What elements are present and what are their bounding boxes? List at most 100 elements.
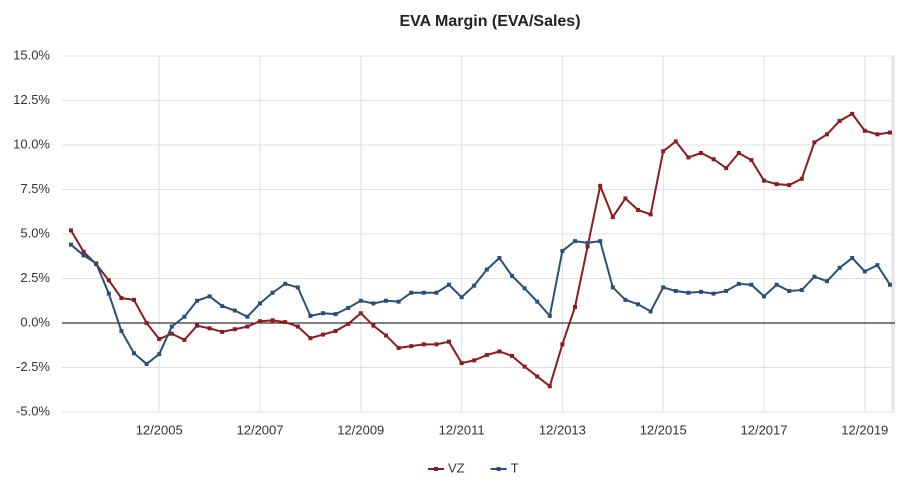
- point-marker: [787, 183, 792, 188]
- point-marker: [749, 158, 754, 163]
- point-marker: [585, 244, 590, 249]
- point-marker: [333, 312, 338, 317]
- point-marker: [295, 324, 300, 329]
- point-marker: [195, 298, 199, 303]
- point-marker: [812, 274, 817, 279]
- point-marker: [762, 294, 766, 299]
- point-marker: [358, 311, 363, 316]
- x-tick-label: 12/2005: [136, 422, 183, 437]
- point-marker: [875, 263, 880, 268]
- point-marker: [119, 296, 124, 301]
- legend-item: T: [490, 460, 519, 475]
- y-tick-label: 12.5%: [13, 92, 50, 107]
- legend-marker: [496, 467, 501, 471]
- legend-marker: [434, 467, 438, 471]
- point-marker: [862, 269, 867, 274]
- point-marker: [421, 290, 426, 295]
- point-marker: [661, 149, 666, 154]
- y-tick-label: 15.0%: [13, 47, 50, 62]
- point-marker: [825, 132, 829, 137]
- point-marker: [371, 323, 376, 328]
- point-marker: [245, 314, 250, 319]
- point-marker: [132, 351, 136, 356]
- point-marker: [736, 151, 741, 156]
- point-marker: [736, 281, 741, 286]
- y-tick-label: 2.5%: [20, 270, 50, 285]
- point-marker: [888, 130, 892, 135]
- point-marker: [799, 176, 804, 181]
- point-marker: [283, 281, 288, 286]
- x-tick-label: 12/2011: [439, 422, 485, 437]
- point-marker: [81, 253, 86, 258]
- point-marker: [182, 337, 187, 342]
- point-marker: [535, 374, 540, 379]
- point-marker: [484, 353, 489, 358]
- y-tick-label: 0.0%: [20, 314, 50, 329]
- point-marker: [724, 288, 729, 293]
- point-marker: [686, 290, 691, 295]
- point-marker: [837, 265, 842, 270]
- point-marker: [321, 332, 325, 337]
- point-marker: [232, 308, 237, 313]
- point-marker: [762, 178, 766, 183]
- point-marker: [396, 299, 401, 304]
- point-marker: [610, 285, 615, 290]
- point-marker: [447, 282, 451, 287]
- point-marker: [522, 364, 527, 369]
- point-marker: [270, 318, 275, 323]
- point-marker: [547, 384, 552, 389]
- point-marker: [232, 327, 237, 332]
- x-tick-label: 12/2017: [741, 422, 788, 437]
- point-marker: [258, 301, 262, 306]
- point-marker: [333, 329, 338, 334]
- point-marker: [825, 279, 829, 284]
- point-marker: [295, 285, 300, 290]
- point-marker: [220, 304, 225, 309]
- point-marker: [648, 309, 653, 314]
- point-marker: [610, 215, 615, 220]
- point-marker: [522, 286, 527, 291]
- point-marker: [724, 166, 729, 171]
- point-marker: [711, 157, 716, 162]
- x-tick-label: 12/2013: [539, 422, 586, 437]
- point-marker: [673, 288, 678, 293]
- point-marker: [749, 282, 754, 287]
- point-marker: [573, 304, 577, 309]
- x-tick-label: 12/2015: [640, 422, 687, 437]
- point-marker: [447, 339, 451, 344]
- point-marker: [195, 323, 199, 328]
- point-marker: [207, 326, 212, 331]
- point-marker: [220, 329, 225, 334]
- point-marker: [346, 321, 351, 326]
- point-marker: [270, 290, 275, 295]
- point-marker: [144, 361, 149, 366]
- y-tick-label: -2.5%: [16, 359, 50, 374]
- series-line: [70, 240, 891, 366]
- series: [69, 239, 892, 366]
- point-marker: [686, 155, 691, 160]
- point-marker: [535, 299, 540, 304]
- point-marker: [812, 140, 817, 145]
- point-marker: [283, 320, 288, 325]
- point-marker: [661, 285, 666, 290]
- point-marker: [69, 242, 73, 247]
- point-marker: [648, 212, 653, 217]
- point-marker: [699, 289, 703, 294]
- point-marker: [837, 118, 842, 123]
- point-marker: [409, 344, 414, 349]
- point-marker: [81, 249, 86, 254]
- point-marker: [510, 353, 514, 358]
- point-marker: [623, 196, 628, 201]
- point-marker: [182, 314, 187, 319]
- point-marker: [497, 349, 502, 354]
- point-marker: [157, 352, 162, 357]
- point-marker: [69, 228, 73, 233]
- y-tick-label: -5.0%: [16, 403, 50, 418]
- point-marker: [434, 290, 439, 295]
- point-marker: [774, 282, 779, 287]
- point-marker: [787, 288, 792, 293]
- point-marker: [862, 128, 867, 133]
- point-marker: [207, 294, 212, 299]
- point-marker: [598, 183, 603, 188]
- point-marker: [321, 311, 325, 316]
